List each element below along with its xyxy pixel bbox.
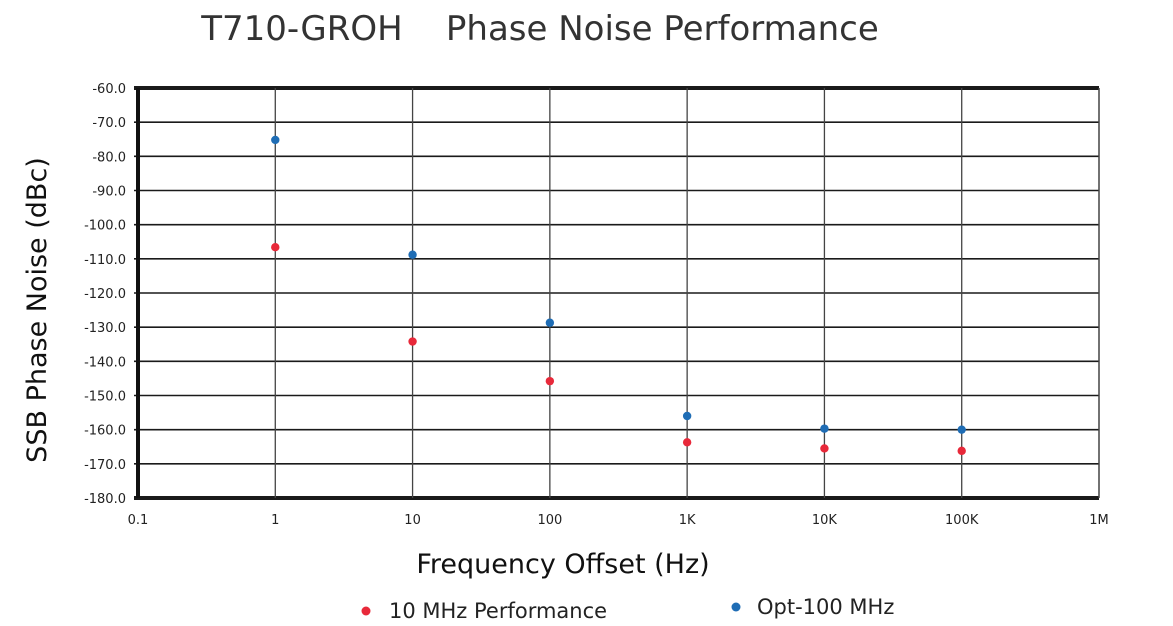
legend: 10 MHz Performance Opt-100 MHz [361, 595, 894, 623]
x-tick-label: 10 [404, 513, 421, 528]
x-axis-label: Frequency Offset (Hz) [416, 549, 709, 580]
x-tick-label: 1K [679, 513, 696, 528]
data-points [271, 135, 966, 456]
y-tick-label: -80.0 [92, 150, 126, 165]
point-10mhz [820, 444, 829, 453]
y-tick-label: -100.0 [84, 219, 126, 234]
y-tick-label: -110.0 [84, 253, 126, 268]
y-tick-label: -170.0 [84, 458, 126, 473]
point-10mhz [957, 446, 966, 456]
point-10mhz [682, 438, 692, 447]
point-10mhz [271, 243, 280, 252]
point-opt100 [545, 318, 555, 327]
y-tick-label: -160.0 [84, 424, 126, 439]
point-opt100 [408, 250, 417, 259]
y-tick-label: -120.0 [84, 287, 126, 302]
x-tick-label: 100 [537, 513, 562, 528]
x-tick-label: 0.1 [128, 513, 149, 528]
x-axis-ticks: 0.1 1 10 100 1K 10K 100K 1M [128, 513, 1109, 528]
x-tick-label: 10K [812, 513, 838, 528]
legend-label-opt100: Opt-100 MHz [757, 595, 894, 619]
y-tick-label: -90.0 [92, 185, 126, 200]
legend-label-10mhz: 10 MHz Performance [389, 599, 607, 623]
x-tick-label: 1 [271, 513, 279, 528]
x-tick-label: 1M [1089, 513, 1109, 528]
point-opt100 [820, 424, 829, 433]
chart-title: T710-GROH Phase Noise Performance [200, 9, 879, 49]
point-opt100 [957, 425, 966, 434]
y-axis-ticks: -60.0 -70.0 -80.0 -90.0 -100.0 -110.0 -120.0 -1… [84, 82, 126, 507]
y-tick-label: -60.0 [92, 82, 126, 97]
y-axis-label: SSB Phase Noise (dBc) [22, 157, 53, 463]
y-tick-label: -150.0 [84, 390, 126, 405]
y-tick-label: -140.0 [84, 355, 126, 370]
point-opt100 [271, 135, 280, 145]
point-10mhz [545, 376, 555, 386]
x-tick-label: 100K [945, 513, 979, 528]
point-10mhz [408, 337, 417, 346]
legend-marker-opt100 [731, 602, 741, 612]
grid [134, 86, 1100, 500]
y-tick-label: -130.0 [84, 321, 126, 336]
y-tick-label: -180.0 [84, 492, 126, 507]
legend-marker-10mhz [361, 606, 371, 616]
y-tick-label: -70.0 [92, 116, 126, 131]
point-opt100 [682, 411, 692, 421]
